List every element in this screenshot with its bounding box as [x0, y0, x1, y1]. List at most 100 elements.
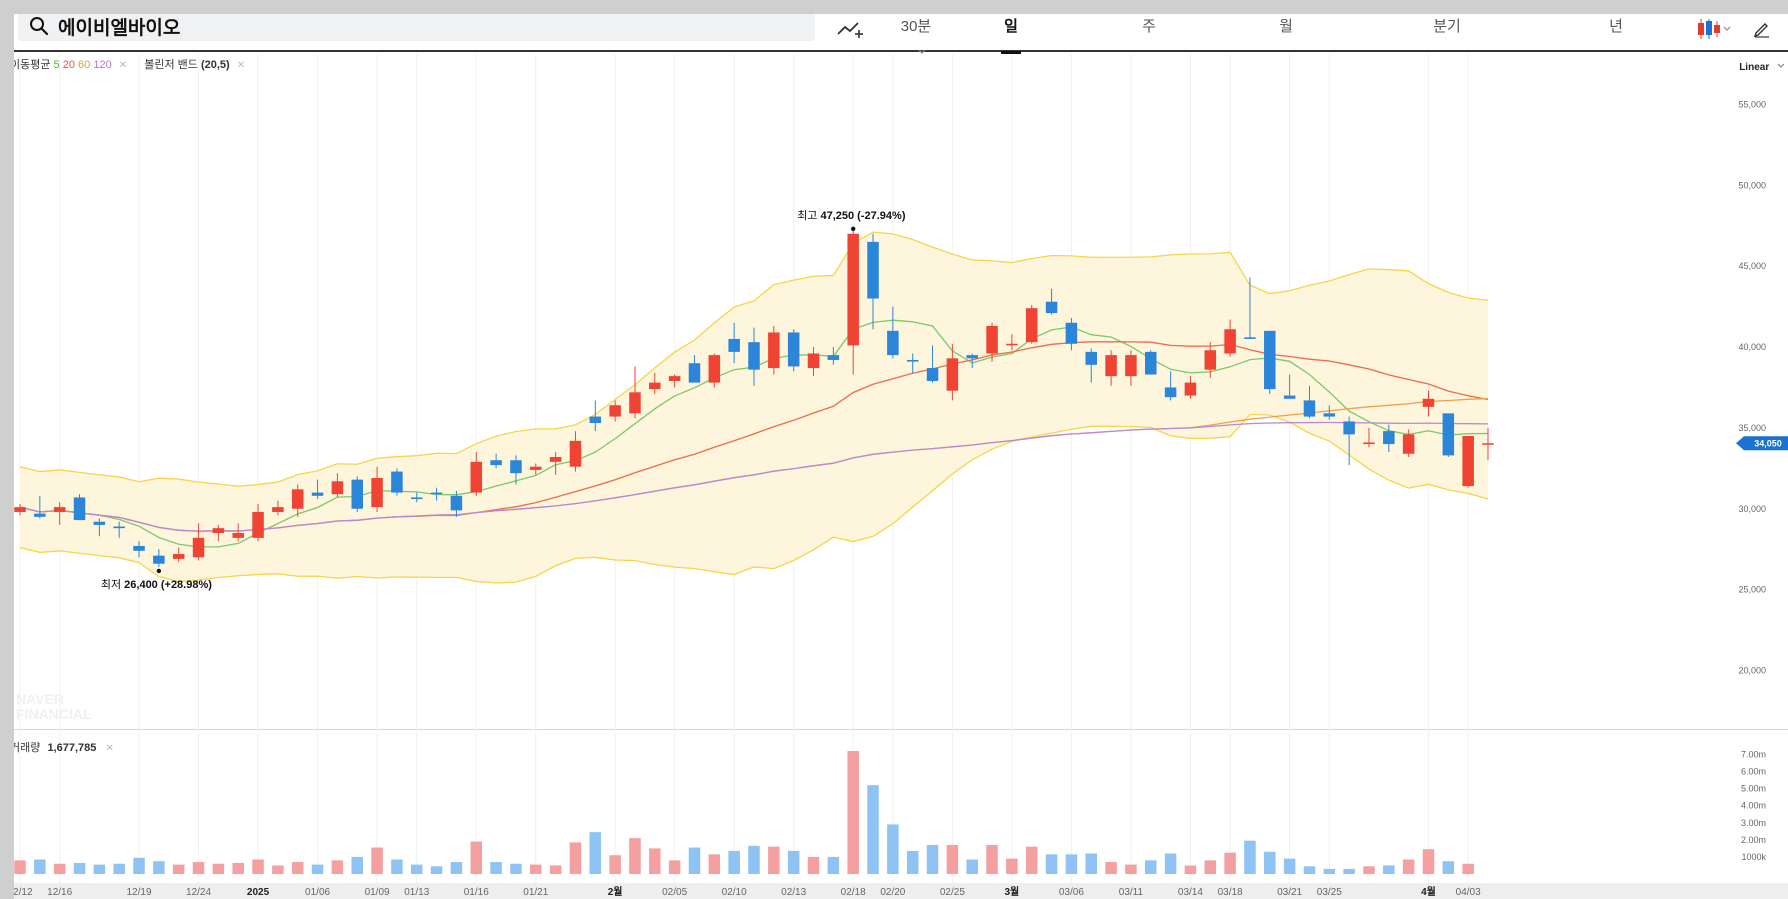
candle-body: [688, 363, 701, 383]
volume-bar: [1343, 868, 1355, 874]
price-tick-label: 35,000: [1738, 423, 1766, 433]
candle-body: [1482, 443, 1494, 445]
candle-body: [867, 241, 879, 299]
remove-volume-icon[interactable]: ✕: [105, 743, 114, 754]
volume-bar: [1085, 853, 1097, 874]
candle-body: [1383, 431, 1395, 445]
candle: [1184, 376, 1197, 399]
volume-tick-label: 1000k: [1741, 852, 1766, 862]
volume-bar: [93, 864, 106, 874]
x-tick-label: 03/11: [1119, 887, 1144, 898]
candle: [668, 374, 681, 388]
stock-search-input[interactable]: 에이비엘바이오: [18, 14, 815, 41]
ma-60: 60: [78, 59, 91, 71]
candle: [1422, 390, 1435, 417]
x-tick-label: 03/14: [1178, 887, 1203, 898]
volume-bar: [1303, 866, 1316, 874]
candle-body: [1442, 413, 1455, 456]
volume-bar: [470, 841, 483, 874]
candle: [93, 518, 106, 537]
candle: [1224, 319, 1236, 357]
tab-week-label: 주: [1142, 18, 1156, 35]
candle: [1462, 435, 1474, 488]
volume-bar: [926, 844, 939, 874]
candle: [1145, 350, 1157, 375]
candle: [569, 431, 582, 472]
volume-bar: [1323, 868, 1336, 874]
tab-week[interactable]: 주: [1139, 14, 1159, 52]
volume-bar: [1283, 858, 1296, 874]
candle: [787, 329, 800, 372]
remove-ma-icon[interactable]: ✕: [118, 60, 128, 71]
tab-quarter[interactable]: 분기: [1430, 14, 1464, 52]
candle: [1323, 405, 1336, 420]
volume-bar: [311, 864, 324, 874]
candle-body: [906, 359, 919, 362]
volume-bar: [1383, 865, 1395, 874]
ma120-line: [19, 421, 1489, 532]
volume-bar: [133, 857, 145, 874]
candle-body: [133, 545, 145, 551]
volume-bar: [53, 863, 66, 874]
volume-label: 거래량: [14, 742, 41, 754]
volume-tick-label: 2.00m: [1741, 835, 1766, 845]
low-marker: [156, 568, 162, 574]
candle: [1303, 385, 1316, 419]
candle: [748, 327, 760, 386]
x-tick-label: 04/03: [1456, 887, 1481, 898]
candle: [133, 541, 145, 558]
x-tick-label: 12/16: [47, 887, 72, 898]
volume-bar: [748, 845, 760, 874]
price-tick-label: 40,000: [1738, 342, 1766, 352]
candle: [827, 347, 840, 365]
volume-tick-label: 3.00m: [1741, 818, 1766, 828]
price-tick-label: 25,000: [1738, 585, 1766, 595]
candle: [1383, 424, 1395, 453]
volume-bar: [172, 864, 185, 874]
tab-day[interactable]: 일: [1001, 14, 1021, 54]
ma-5: 5: [53, 59, 60, 71]
candle-body: [490, 460, 502, 466]
candle-body: [1283, 395, 1296, 399]
candle-body: [430, 492, 443, 495]
candle: [1442, 413, 1455, 457]
candle: [946, 343, 959, 401]
high-annotation: 최고 47,250 (-27.94%): [797, 209, 906, 222]
candle: [1085, 348, 1097, 383]
chart-type-candle-icon[interactable]: [1695, 17, 1731, 41]
candle-body: [966, 355, 978, 359]
candle-body: [708, 355, 721, 383]
x-tick-label: 03/06: [1059, 887, 1084, 898]
candle-body: [649, 382, 661, 390]
candle-body: [272, 507, 284, 512]
candle-body: [113, 526, 125, 529]
chart-canvas[interactable]: 최고 47,250 (-27.94%)최저 26,400 (+28.98%)55…: [14, 14, 1788, 899]
compare-line-icon[interactable]: [836, 19, 864, 41]
current-price-label: 34,050: [1754, 438, 1782, 448]
candle-body: [807, 353, 820, 369]
low-annotation: 최저 26,400 (+28.98%): [101, 578, 212, 591]
tab-year[interactable]: 년: [1606, 14, 1626, 52]
candle: [926, 345, 939, 383]
tab-month[interactable]: 월: [1276, 14, 1296, 52]
scale-dropdown[interactable]: Linear: [1739, 62, 1786, 73]
candle: [688, 355, 701, 383]
drawing-pencil-icon[interactable]: [1752, 18, 1772, 38]
interval-dropdown[interactable]: 30분: [891, 14, 941, 54]
candle-body: [371, 478, 383, 508]
volume-bar: [946, 844, 959, 874]
indicator-legend: 이동평균 5 20 60 120 ✕ 볼린저 밴드 (20,5) ✕: [14, 56, 249, 72]
volume-bar: [867, 785, 879, 874]
candle-body: [212, 528, 225, 534]
remove-bb-icon[interactable]: ✕: [236, 60, 246, 71]
candle: [1482, 427, 1494, 461]
current-price-tag: [1736, 436, 1788, 451]
x-tick-label: 01/13: [404, 887, 429, 898]
candle: [1244, 277, 1256, 339]
candle: [14, 503, 26, 516]
volume-bar: [1402, 859, 1415, 874]
candle: [530, 463, 542, 475]
volume-bar: [966, 859, 978, 874]
top-toolbar: 에이비엘바이오 30분 일 주 월 분기 년: [14, 14, 1788, 54]
volume-bar: [510, 863, 522, 874]
